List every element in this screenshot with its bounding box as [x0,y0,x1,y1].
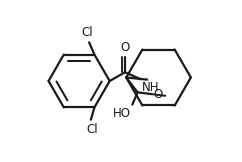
Text: Cl: Cl [86,123,98,136]
Text: NH: NH [142,81,159,94]
Text: Cl: Cl [82,26,93,39]
Text: O: O [120,41,130,54]
Text: O: O [153,88,163,101]
Text: HO: HO [113,107,131,120]
